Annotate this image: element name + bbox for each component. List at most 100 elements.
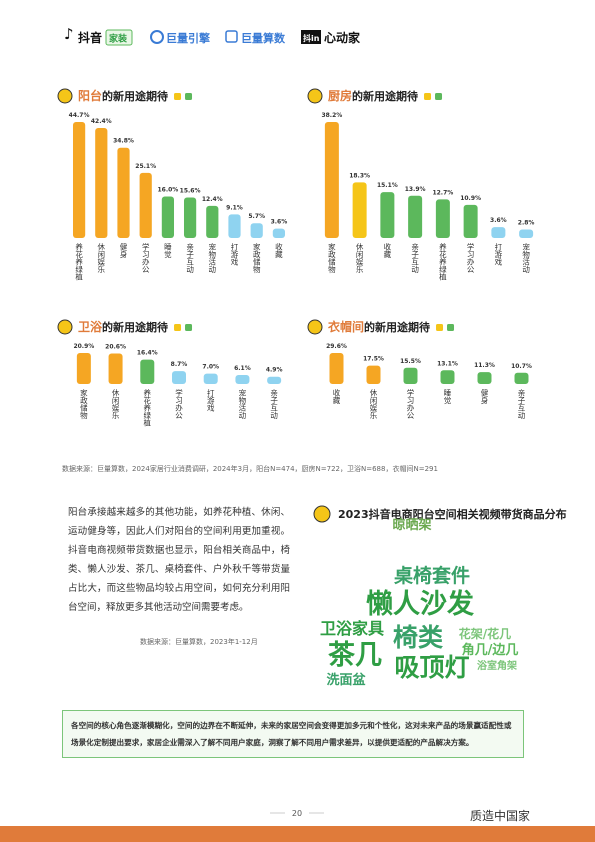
bar <box>491 227 506 238</box>
bar <box>140 359 155 384</box>
bar <box>324 122 339 238</box>
cloud-word: 浴室角架 <box>477 659 517 672</box>
value-label: 7.0% <box>202 364 219 371</box>
value-label: 15.5% <box>400 358 421 365</box>
bar <box>235 374 250 384</box>
bar <box>139 172 152 238</box>
category-label: 家政储物 <box>79 388 88 421</box>
value-label: 17.5% <box>363 356 384 363</box>
category-label: 休闲娱乐 <box>97 242 106 273</box>
category-label: 养花养绿植 <box>74 242 83 282</box>
wordcloud: 2023抖音电商阳台空间相关视频带货商品分布 <box>313 505 567 523</box>
logo: 巨量引擎 <box>166 31 210 45</box>
cloud-word: 卫浴家具 <box>320 619 384 638</box>
category-label: 打游戏 <box>230 242 239 267</box>
bar <box>408 195 423 238</box>
bar <box>117 147 130 238</box>
logo: 心动家 <box>324 30 361 45</box>
category-label: 学习办公 <box>141 242 150 273</box>
category-label: 亲子互动 <box>185 242 194 274</box>
category-label: 养花养绿植 <box>438 242 447 282</box>
category-label: 收藏 <box>332 388 341 406</box>
footer-logo: 质造中国家 <box>470 808 530 823</box>
cloud-word: 懒人沙发 <box>366 588 474 620</box>
value-label: 15.6% <box>180 188 201 195</box>
bar <box>272 228 286 238</box>
legend-dot <box>447 324 455 331</box>
bar <box>76 353 91 384</box>
cloud-word: 桌椅套件 <box>394 564 470 587</box>
value-label: 12.7% <box>432 189 453 196</box>
title-highlight: 厨房 <box>328 88 352 103</box>
logo: 家装 <box>109 33 128 45</box>
cloud-word: 花架/花几 <box>459 626 511 641</box>
value-label: 44.7% <box>69 112 90 119</box>
bar <box>463 204 478 238</box>
legend-dot <box>185 93 193 100</box>
value-label: 3.6% <box>490 217 507 224</box>
legend-dot <box>435 93 443 100</box>
chart-title: 卫浴的新用途期待 <box>78 319 168 334</box>
logo-icon <box>150 30 164 44</box>
value-label: 8.7% <box>171 361 188 368</box>
category-label: 睡觉 <box>163 243 172 259</box>
category-label: 休闲娱乐 <box>369 388 378 420</box>
title-icon <box>57 319 73 335</box>
bar <box>519 229 534 238</box>
legend-dot <box>424 93 432 100</box>
category-label: 宠物活动 <box>238 388 247 421</box>
title-text: 的新用途期待 <box>352 89 418 103</box>
category-label: 休闲娱乐 <box>111 388 120 420</box>
category-label: 学习办公 <box>174 388 183 420</box>
bar <box>161 196 175 238</box>
bar <box>329 353 344 384</box>
value-label: 4.9% <box>266 367 283 374</box>
value-label: 2.8% <box>518 219 535 226</box>
bar <box>440 370 455 384</box>
value-label: 10.9% <box>460 195 481 202</box>
logo: ♪ <box>64 25 74 43</box>
title-highlight: 卫浴 <box>78 319 103 334</box>
value-label: 20.6% <box>105 343 126 350</box>
category-label: 宠物活动 <box>208 242 217 274</box>
chart-title: 厨房的新用途期待 <box>328 88 418 103</box>
bar <box>228 214 241 238</box>
bar <box>250 223 263 238</box>
bar <box>366 365 381 384</box>
cloud-word: 吸顶灯 <box>394 653 469 682</box>
cloud-word: 椅类 <box>393 623 444 652</box>
bar <box>435 199 450 238</box>
icon <box>313 505 331 523</box>
title-text: 的新用途期待 <box>102 89 168 103</box>
value-label: 13.1% <box>437 360 458 367</box>
cloud-word: 晾晒架 <box>392 517 431 533</box>
source-note: 数据来源：巨量算数，2024家居行业消费调研，2024年3月，阳台N=474，厨… <box>62 464 438 473</box>
value-label: 9.1% <box>226 204 243 211</box>
legend-dot <box>174 93 182 100</box>
conclusion: 各空间的核心角色逐渐模糊化，空间的边界在不断延伸，未来的家居空间会变得更加多元和… <box>62 710 524 758</box>
category-label: 学习办公 <box>466 242 475 273</box>
logo: 巨量算数 <box>241 31 286 45</box>
wordcloud-title: 2023抖音电商阳台空间相关视频带货商品分布 <box>338 507 567 521</box>
title-icon <box>57 88 73 104</box>
value-label: 38.2% <box>321 112 342 119</box>
category-label: 学习办公 <box>406 388 415 420</box>
value-label: 20.9% <box>73 343 94 350</box>
value-label: 5.7% <box>248 213 265 220</box>
category-label: 打游戏 <box>494 242 503 267</box>
value-label: 12.4% <box>202 196 223 203</box>
bar <box>380 192 395 238</box>
category-label: 收藏 <box>383 242 392 259</box>
title-text: 的新用途期待 <box>102 320 168 334</box>
header: ♪ 抖音 家装 巨量引擎 巨量算数 抖in 心动家 <box>64 25 361 46</box>
category-label: 健身 <box>119 242 128 259</box>
category-label: 家政储物 <box>252 242 261 274</box>
value-label: 18.3% <box>349 172 370 179</box>
bar <box>267 376 282 384</box>
bar <box>95 127 108 238</box>
category-label: 亲子互动 <box>410 242 419 274</box>
chart-title: 阳台的新用途期待 <box>78 88 168 103</box>
value-label: 10.7% <box>511 363 532 370</box>
